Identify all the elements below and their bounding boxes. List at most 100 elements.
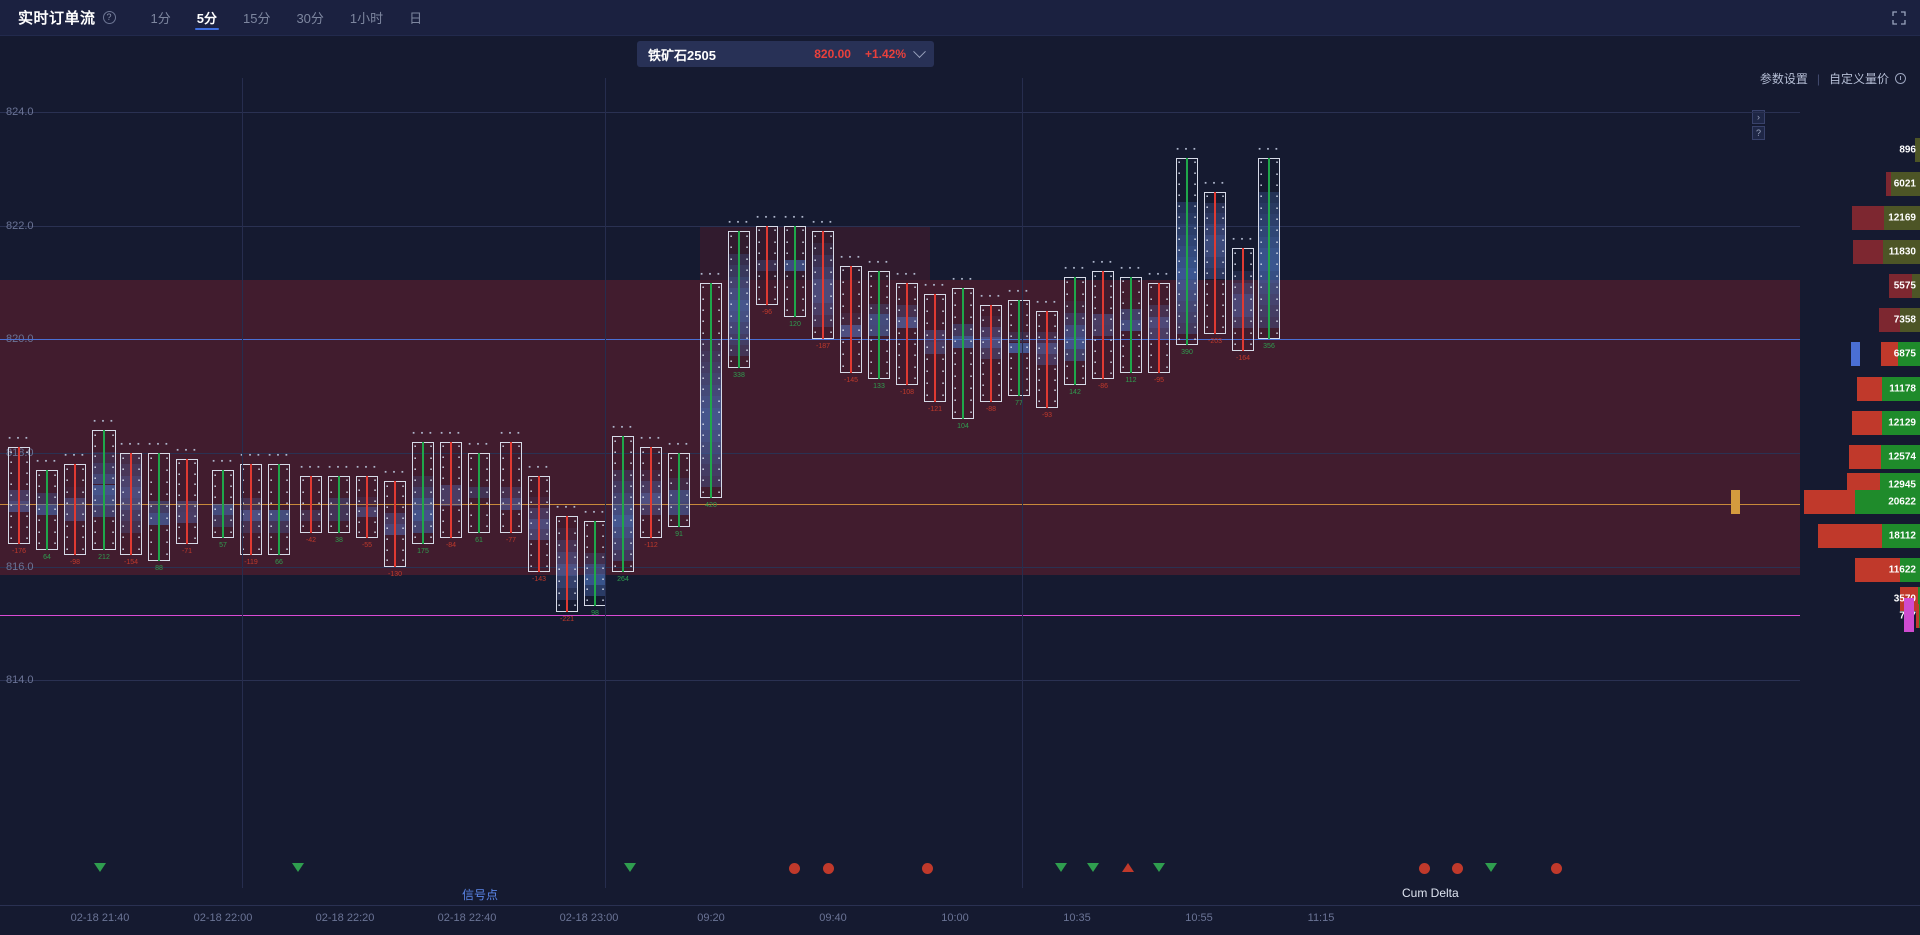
volume-profile-row[interactable]: 777 xyxy=(1800,597,1920,632)
footprint-candle-24[interactable]: ▪ ▪ ▪ ▪ ▪ ▪ ▪ ▪ ▪ ▪ ▪ ▪ ▪ ▪ ▪ ▪ ▪ ▪ ▪ ▪ ▪ ▪ ▪ ▪ ▪ ▪ ▪ ▪ ▪ ▪ ▪ ▪ ▪ ▪ ▪ ▪ ▪ ▪ ▪ … xyxy=(700,271,722,499)
instrument-selector[interactable]: 铁矿石2505 820.00 +1.42% xyxy=(637,41,934,67)
volume-profile-row[interactable]: 896 xyxy=(1800,137,1920,162)
custom-volume-price-button[interactable]: 自定义量价 xyxy=(1828,72,1889,86)
signal-marker-down[interactable] xyxy=(1485,863,1497,872)
signal-marker-up[interactable] xyxy=(1122,863,1134,872)
signal-row[interactable] xyxy=(0,855,1800,885)
volume-profile-row[interactable]: 6021 xyxy=(1800,171,1920,196)
volume-profile-row[interactable]: 12129 xyxy=(1800,410,1920,435)
signal-marker-down[interactable] xyxy=(94,863,106,872)
footprint-candle-33[interactable]: ▪ ▪ ▪ ▪ ▪ ▪ ▪ ▪ ▪ ▪ ▪ ▪ ▪ ▪ ▪ ▪ ▪ ▪ ▪ ▪ ▪ ▪ ▪ ▪ ▪ xyxy=(952,276,974,419)
signal-marker-down[interactable] xyxy=(292,863,304,872)
footprint-candle-20[interactable]: ▪ ▪ ▪ ▪ ▪ ▪ ▪ ▪ ▪ ▪ ▪ ▪ ▪ ▪ ▪ ▪ ▪ ▪ ▪ xyxy=(584,509,606,607)
expand-collapse-icon[interactable] xyxy=(1892,11,1906,25)
signal-marker-dot[interactable] xyxy=(1452,863,1463,874)
footprint-candle-39[interactable]: ▪ ▪ ▪ ▪ ▪ ▪ ▪ ▪ ▪ ▪ ▪ ▪ ▪ ▪ ▪ ▪ ▪ ▪ ▪ ▪ ▪ xyxy=(1120,265,1142,374)
footprint-candle-34[interactable]: ▪ ▪ ▪ ▪ ▪ ▪ ▪ ▪ ▪ ▪ ▪ ▪ ▪ ▪ ▪ ▪ ▪ ▪ ▪ ▪ ▪ xyxy=(980,293,1002,402)
panel-expand-button[interactable]: › xyxy=(1752,110,1765,124)
clock-icon[interactable] xyxy=(1895,73,1906,84)
signal-marker-down[interactable] xyxy=(1153,863,1165,872)
panel-help-button[interactable]: ? xyxy=(1752,126,1765,140)
timeframe-tab-2[interactable]: 15分 xyxy=(242,11,271,26)
footprint-candle-11[interactable]: ▪ ▪ ▪ ▪ ▪ ▪ ▪ ▪ ▪ ▪ ▪ ▪ ▪ xyxy=(328,464,350,533)
footprint-candle-15[interactable]: ▪ ▪ ▪ ▪ ▪ ▪ ▪ ▪ ▪ ▪ ▪ ▪ ▪ ▪ ▪ ▪ ▪ ▪ ▪ ▪ ▪ xyxy=(440,430,462,539)
volume-profile-row[interactable]: 12574 xyxy=(1800,444,1920,469)
footprint-ask-volume: ▪ xyxy=(885,338,888,345)
volume-profile-row[interactable]: 6875 xyxy=(1800,342,1920,367)
footprint-candle-38[interactable]: ▪ ▪ ▪ ▪ ▪ ▪ ▪ ▪ ▪ ▪ ▪ ▪ ▪ ▪ ▪ ▪ ▪ ▪ ▪ ▪ ▪ ▪ ▪ xyxy=(1092,259,1114,380)
footprint-candle-41[interactable]: ▪ ▪ ▪ ▪ ▪ ▪ ▪ ▪ ▪ ▪ ▪ ▪ ▪ ▪ ▪ ▪ ▪ ▪ ▪ ▪ ▪ ▪ ▪ ▪ ▪ ▪ ▪ ▪ ▪ ▪ ▪ ▪ ▪ ▪ ▪ ▪ ▪ xyxy=(1176,146,1198,346)
question-mark-icon[interactable]: ? xyxy=(102,11,116,24)
volume-profile-row[interactable]: 11178 xyxy=(1800,376,1920,401)
footprint-candle-10[interactable]: ▪ ▪ ▪ ▪ ▪ ▪ ▪ ▪ ▪ ▪ ▪ ▪ ▪ xyxy=(300,464,322,533)
volume-profile-row[interactable]: 12169 xyxy=(1800,206,1920,231)
volume-profile-row[interactable]: 20622 xyxy=(1731,490,1920,515)
volume-profile-row[interactable]: 11830 xyxy=(1800,240,1920,265)
footprint-candle-29[interactable]: ▪ ▪ ▪ ▪ ▪ ▪ ▪ ▪ ▪ ▪ ▪ ▪ ▪ ▪ ▪ ▪ ▪ ▪ ▪ ▪ ▪ xyxy=(840,254,862,374)
timeframe-tab-4[interactable]: 1小时 xyxy=(349,11,384,26)
signal-marker-dot[interactable] xyxy=(823,863,834,874)
footprint-candle-7[interactable]: ▪ ▪ ▪ ▪ ▪ ▪ ▪ ▪ ▪ ▪ ▪ ▪ ▪ ▪ ▪ xyxy=(212,458,234,539)
signal-marker-down[interactable] xyxy=(1087,863,1099,872)
footprint-candle-21[interactable]: ▪ ▪ ▪ ▪ ▪ ▪ ▪ ▪ ▪ ▪ ▪ ▪ ▪ ▪ ▪ ▪ ▪ ▪ ▪ ▪ ▪ ▪ ▪ ▪ ▪ ▪ ▪ xyxy=(612,424,634,573)
footprint-ask-volume: ▪ xyxy=(717,364,720,371)
footprint-candle-23[interactable]: ▪ ▪ ▪ ▪ ▪ ▪ ▪ ▪ ▪ ▪ ▪ ▪ ▪ ▪ ▪ xyxy=(668,441,690,527)
volume-profile-sell-bar xyxy=(1857,376,1883,401)
footprint-candle-37[interactable]: ▪ ▪ ▪ ▪ ▪ ▪ ▪ ▪ ▪ ▪ ▪ ▪ ▪ ▪ ▪ ▪ ▪ ▪ ▪ ▪ ▪ xyxy=(1064,265,1086,385)
footprint-candle-2[interactable]: ▪ ▪ ▪ ▪ ▪ ▪ ▪ ▪ ▪ ▪ ▪ ▪ ▪ ▪ ▪ ▪ ▪ ▪ ▪ xyxy=(64,452,86,556)
timeframe-tab-0[interactable]: 1分 xyxy=(150,11,171,26)
footprint-bid-volume: ▪ xyxy=(66,546,69,553)
footprint-chart[interactable]: 824.0822.0820.0818.0816.0814.0▪▪▪▪▪▪▪▪▪▪… xyxy=(0,78,1800,703)
chevron-down-icon[interactable] xyxy=(913,44,926,58)
footprint-candle-44[interactable]: ▪ ▪ ▪ ▪ ▪ ▪ ▪ ▪ ▪ ▪ ▪ ▪ ▪ ▪ ▪ ▪ ▪ ▪ ▪ ▪ ▪ ▪ ▪ ▪ ▪ ▪ ▪ ▪ ▪ ▪ ▪ ▪ ▪ ▪ ▪ xyxy=(1258,146,1280,340)
footprint-candle-42[interactable]: ▪ ▪ ▪ ▪ ▪ ▪ ▪ ▪ ▪ ▪ ▪ ▪ ▪ ▪ ▪ ▪ ▪ ▪ ▪ ▪ ▪ ▪ ▪ ▪ ▪ ▪ ▪ ▪ ▪ xyxy=(1204,180,1226,334)
footprint-candle-30[interactable]: ▪ ▪ ▪ ▪ ▪ ▪ ▪ ▪ ▪ ▪ ▪ ▪ ▪ ▪ ▪ ▪ ▪ ▪ ▪ ▪ ▪ ▪ ▪ xyxy=(868,259,890,380)
footprint-candle-16[interactable]: ▪ ▪ ▪ ▪ ▪ ▪ ▪ ▪ ▪ ▪ ▪ ▪ ▪ ▪ ▪ ▪ ▪ xyxy=(468,441,490,533)
footprint-bid-volume: ▪ xyxy=(758,239,761,246)
footprint-candle-26[interactable]: ▪ ▪ ▪ ▪ ▪ ▪ ▪ ▪ ▪ ▪ ▪ ▪ ▪ ▪ ▪ ▪ ▪ xyxy=(756,214,778,306)
volume-profile-row[interactable]: 18112 xyxy=(1800,524,1920,549)
footprint-ask-volume: ▪ xyxy=(717,387,720,394)
footprint-candle-8[interactable]: ▪ ▪ ▪ ▪ ▪ ▪ ▪ ▪ ▪ ▪ ▪ ▪ ▪ ▪ ▪ ▪ ▪ ▪ ▪ xyxy=(240,452,262,556)
signal-marker-dot[interactable] xyxy=(1551,863,1562,874)
footprint-candle-28[interactable]: ▪ ▪ ▪ ▪ ▪ ▪ ▪ ▪ ▪ ▪ ▪ ▪ ▪ ▪ ▪ ▪ ▪ ▪ ▪ ▪ ▪ xyxy=(812,219,834,340)
signal-marker-dot[interactable] xyxy=(922,863,933,874)
footprint-candle-18[interactable]: ▪ ▪ ▪ ▪ ▪ ▪ ▪ ▪ ▪ ▪ ▪ ▪ ▪ ▪ ▪ ▪ ▪ ▪ ▪ ▪ ▪ xyxy=(528,464,550,573)
footprint-candle-43[interactable]: ▪ ▪ ▪ ▪ ▪ ▪ ▪ ▪ ▪ ▪ ▪ ▪ ▪ ▪ ▪ ▪ ▪ ▪ ▪ ▪ ▪ xyxy=(1232,236,1254,351)
volume-profile-row[interactable]: 7358 xyxy=(1800,308,1920,333)
footprint-candle-1[interactable]: ▪ ▪ ▪ ▪ ▪ ▪ ▪ ▪ ▪ ▪ ▪ ▪ ▪ ▪ ▪ ▪ ▪ xyxy=(36,458,58,550)
footprint-candle-0[interactable]: ▪ ▪ ▪ ▪ ▪ ▪ ▪ ▪ ▪ ▪ ▪ ▪ ▪ ▪ ▪ ▪ ▪ ▪ ▪ ▪ ▪ xyxy=(8,435,30,544)
footprint-candle-19[interactable]: ▪ ▪ ▪ ▪ ▪ ▪ ▪ ▪ ▪ ▪ ▪ ▪ ▪ ▪ ▪ ▪ ▪ ▪ ▪ xyxy=(556,504,578,613)
footprint-candle-27[interactable]: ▪ ▪ ▪ ▪ ▪ ▪ ▪ ▪ ▪ ▪ ▪ ▪ ▪ ▪ ▪ ▪ ▪ ▪ ▪ xyxy=(784,214,806,317)
footprint-candle-13[interactable]: ▪ ▪ ▪ ▪ ▪ ▪ ▪ ▪ ▪ ▪ ▪ ▪ ▪ ▪ ▪ ▪ ▪ ▪ ▪ xyxy=(384,469,406,567)
footprint-candle-25[interactable]: ▪ ▪ ▪ ▪ ▪ ▪ ▪ ▪ ▪ ▪ ▪ ▪ ▪ ▪ ▪ ▪ ▪ ▪ ▪ ▪ ▪ ▪ ▪ ▪ ▪ ▪ ▪ xyxy=(728,219,750,368)
footprint-candle-9[interactable]: ▪ ▪ ▪ ▪ ▪ ▪ ▪ ▪ ▪ ▪ ▪ ▪ ▪ ▪ ▪ ▪ ▪ ▪ ▪ xyxy=(268,452,290,556)
volume-profile-row[interactable]: 5575 xyxy=(1800,274,1920,299)
footprint-candle-5[interactable]: ▪ ▪ ▪ ▪ ▪ ▪ ▪ ▪ ▪ ▪ ▪ ▪ ▪ ▪ ▪ ▪ ▪ ▪ ▪ ▪ ▪ xyxy=(148,441,170,561)
signal-marker-dot[interactable] xyxy=(789,863,800,874)
footprint-candle-14[interactable]: ▪ ▪ ▪ ▪ ▪ ▪ ▪ ▪ ▪ ▪ ▪ ▪ ▪ ▪ ▪ ▪ ▪ ▪ ▪ ▪ ▪ xyxy=(412,430,434,544)
footprint-candle-6[interactable]: ▪ ▪ ▪ ▪ ▪ ▪ ▪ ▪ ▪ ▪ ▪ ▪ ▪ ▪ ▪ ▪ ▪ ▪ ▪ xyxy=(176,447,198,544)
footprint-candle-40[interactable]: ▪ ▪ ▪ ▪ ▪ ▪ ▪ ▪ ▪ ▪ ▪ ▪ ▪ ▪ ▪ ▪ ▪ ▪ ▪ xyxy=(1148,271,1170,374)
chart-plot-area[interactable]: 824.0822.0820.0818.0816.0814.0▪▪▪▪▪▪▪▪▪▪… xyxy=(0,78,1800,703)
footprint-candle-31[interactable]: ▪ ▪ ▪ ▪ ▪ ▪ ▪ ▪ ▪ ▪ ▪ ▪ ▪ ▪ ▪ ▪ ▪ ▪ ▪ ▪ ▪ xyxy=(896,271,918,385)
footprint-candle-36[interactable]: ▪ ▪ ▪ ▪ ▪ ▪ ▪ ▪ ▪ ▪ ▪ ▪ ▪ ▪ ▪ ▪ ▪ ▪ ▪ ▪ ▪ xyxy=(1036,299,1058,408)
param-settings-button[interactable]: 参数设置 xyxy=(1759,72,1808,86)
signal-marker-dot[interactable] xyxy=(1419,863,1430,874)
footprint-candle-4[interactable]: ▪ ▪ ▪ ▪ ▪ ▪ ▪ ▪ ▪ ▪ ▪ ▪ ▪ ▪ ▪ ▪ ▪ ▪ ▪ ▪ ▪ xyxy=(120,441,142,556)
candle-delta-label: -119 xyxy=(244,559,258,567)
timeframe-tab-5[interactable]: 日 xyxy=(409,11,423,26)
footprint-candle-32[interactable]: ▪ ▪ ▪ ▪ ▪ ▪ ▪ ▪ ▪ ▪ ▪ ▪ ▪ ▪ ▪ ▪ ▪ ▪ ▪ ▪ ▪ xyxy=(924,282,946,402)
footprint-bid-volume: ▪ xyxy=(1178,215,1181,222)
footprint-candle-35[interactable]: ▪ ▪ ▪ ▪ ▪ ▪ ▪ ▪ ▪ ▪ ▪ ▪ ▪ ▪ ▪ ▪ ▪ ▪ ▪ ▪ ▪ xyxy=(1008,288,1030,397)
volume-profile[interactable]: 896 6021 12169 11830 5575 7358 6875 11178 12129 1… xyxy=(1731,78,1920,703)
footprint-candle-12[interactable]: ▪ ▪ ▪ ▪ ▪ ▪ ▪ ▪ ▪ ▪ ▪ ▪ ▪ ▪ ▪ xyxy=(356,464,378,539)
footprint-candle-17[interactable]: ▪ ▪ ▪ ▪ ▪ ▪ ▪ ▪ ▪ ▪ ▪ ▪ ▪ ▪ ▪ ▪ ▪ ▪ ▪ xyxy=(500,430,522,533)
volume-profile-row[interactable]: 11622 xyxy=(1800,558,1920,583)
footprint-candle-3[interactable]: ▪ ▪ ▪ ▪ ▪ ▪ ▪ ▪ ▪ ▪ ▪ ▪ ▪ ▪ ▪ ▪ ▪ ▪ ▪ ▪ ▪ ▪ ▪ ▪ ▪ xyxy=(92,418,116,550)
footprint-candle-22[interactable]: ▪ ▪ ▪ ▪ ▪ ▪ ▪ ▪ ▪ ▪ ▪ ▪ ▪ ▪ ▪ ▪ ▪ ▪ ▪ xyxy=(640,435,662,539)
signal-marker-down[interactable] xyxy=(1055,863,1067,872)
timeframe-tab-3[interactable]: 30分 xyxy=(296,11,324,26)
signal-marker-down[interactable] xyxy=(624,863,636,872)
timeframe-tab-1[interactable]: 5分 xyxy=(184,0,230,36)
